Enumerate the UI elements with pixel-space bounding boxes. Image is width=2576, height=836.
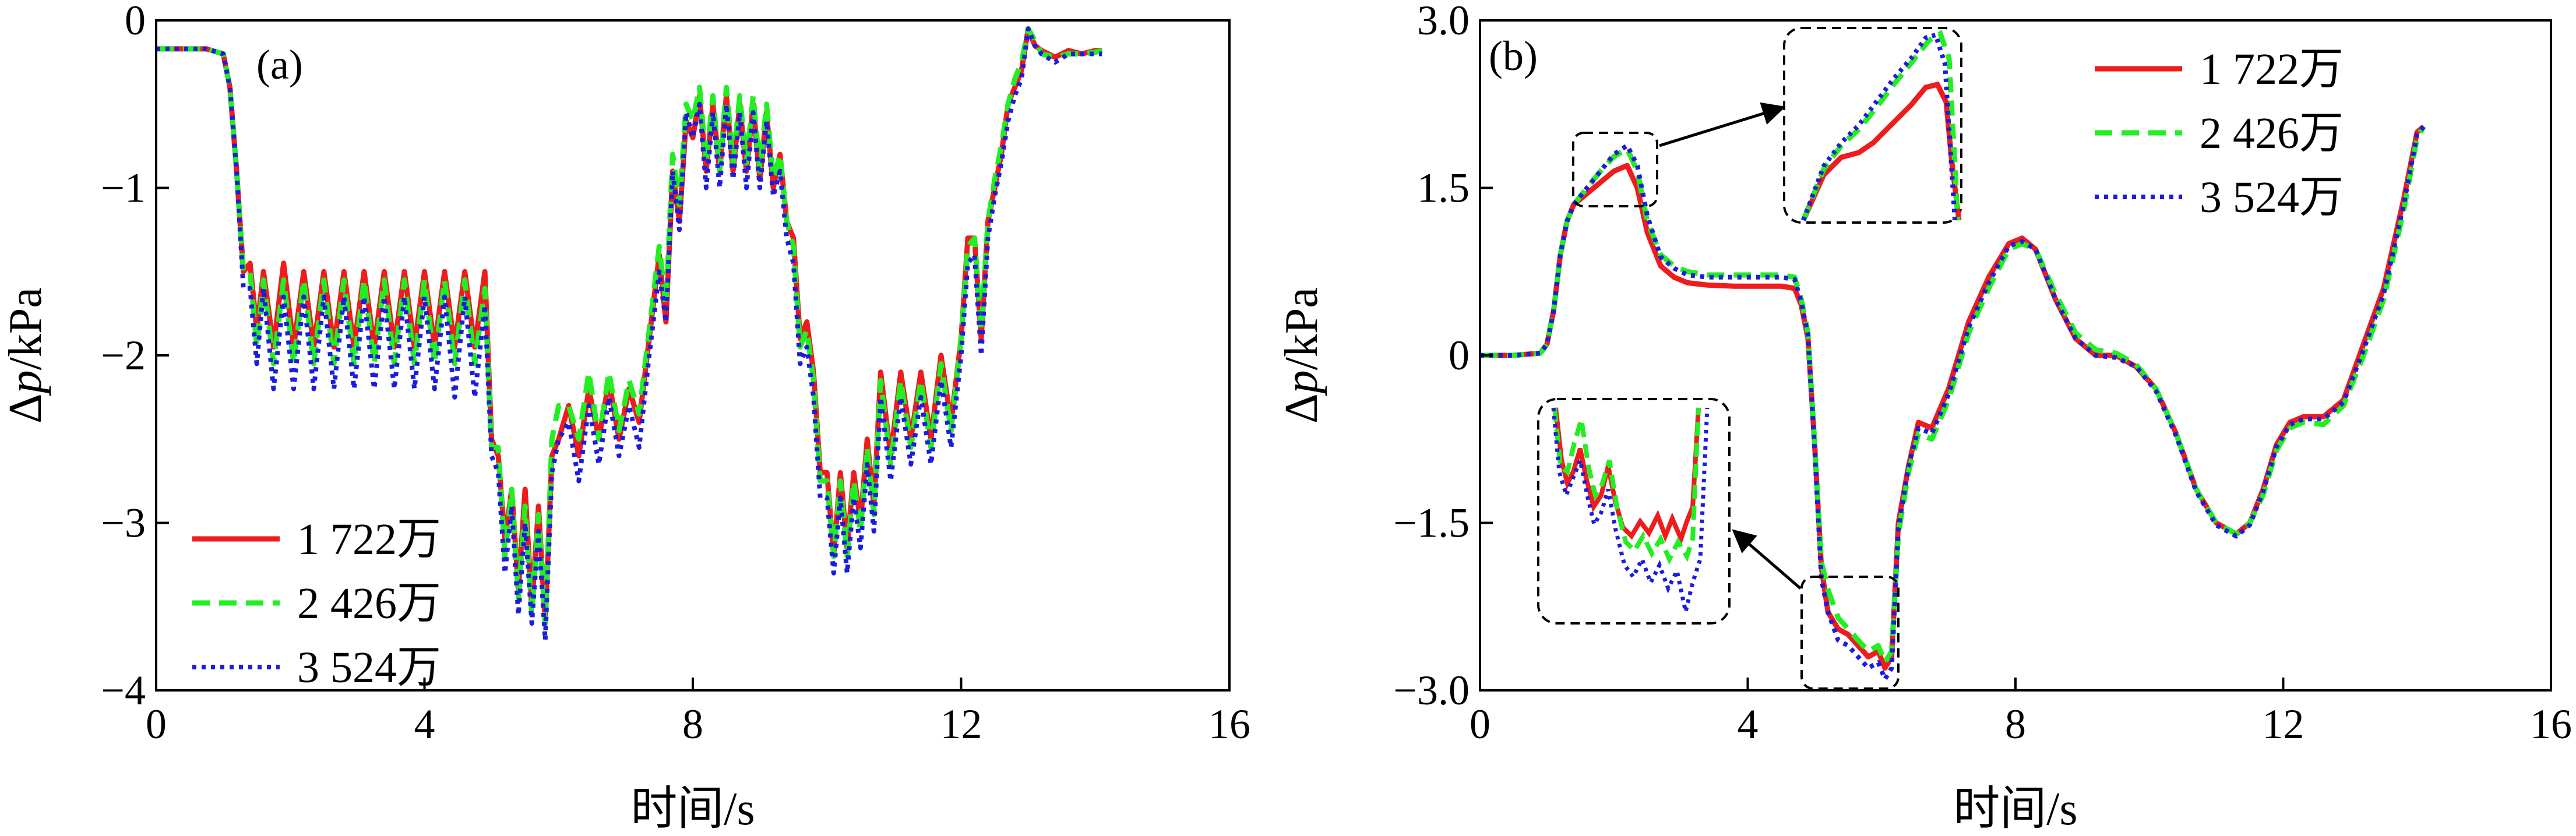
y-tick-label-a: −2 [101,332,146,379]
zoom-inset-box-upper [1783,27,1962,224]
y-label-var-b: p [1276,370,1327,396]
zoom-inset-curves-upper [1800,30,1962,221]
ticks-a: 0 4 8 12 16 −4 −3 −2 −1 0 [101,0,1250,747]
panel-label-a: (a) [256,41,303,88]
x-tick-label-b: 12 [2263,701,2304,747]
inset-upper-series-3 [1801,32,1957,221]
y-axis-label-a: Δp/kPa [0,287,51,424]
y-tick-label-a: 0 [125,0,146,44]
y-tick-label-a: −1 [101,165,146,211]
x-axis-label-b: 时间/s [1953,784,2077,835]
y-axis-label-b: Δp/kPa [1276,287,1327,424]
zoom-arrow-upper [1659,102,1786,147]
y-tick-label-b: −1.5 [1393,500,1470,546]
legend-label-a-3: 3 524万 [297,643,441,692]
plot-frame-b [1479,19,2552,692]
y-label-var-a: p [0,370,51,396]
chart-panel-b: 0 4 8 12 16 −3.0 −1.5 0 1.5 3.0 (b) 时间/s Δp/kPa 1… [1276,0,2572,835]
y-tick-label-b: −3.0 [1393,667,1470,714]
zoom-inset-curves-lower [1551,407,1710,612]
series-line-a-3 [156,26,1102,643]
y-tick-label-b: 0 [1449,332,1470,379]
x-tick-label-b: 0 [1470,701,1490,747]
panel-label-b: (b) [1489,33,1538,79]
y-label-delta-b: Δ [1276,393,1327,423]
x-tick-label-a: 4 [414,701,435,747]
x-tick-label-b: 4 [1738,701,1759,747]
y-label-delta-a: Δ [0,393,51,423]
series-layer-a [156,26,1103,643]
legend-label-a-1: 1 722万 [297,515,441,564]
zoom-insets-b [1537,27,1962,690]
x-tick-label-b: 8 [2005,701,2026,747]
x-tick-label-a: 12 [940,701,982,747]
y-tick-label-b: 1.5 [1417,165,1470,211]
inset-upper-series-2 [1800,30,1961,221]
zoom-inset-box-lower [1537,398,1731,625]
x-tick-label-a: 0 [146,701,167,747]
legend-b: 1 722万 2 426万 3 524万 [2095,45,2344,222]
zoom-arrow-lower [1732,529,1802,590]
x-axis-label-a: 时间/s [630,784,755,835]
zoom-source-box-upper [1572,132,1658,207]
zoom-source-box-lower [1800,576,1900,690]
y-label-unit-b: /kPa [1276,287,1327,370]
legend-label-a-2: 2 426万 [297,579,441,628]
series-layer-b [1480,124,2426,682]
legend-label-b-2: 2 426万 [2200,109,2344,158]
series-line-a-2 [156,26,1103,626]
legend-label-b-1: 1 722万 [2200,45,2344,94]
x-tick-label-a: 8 [682,701,703,747]
y-tick-label-a: −3 [101,500,146,546]
chart-panel-a: 0 4 8 12 16 −4 −3 −2 −1 0 (a) 时间/s Δp/kPa 1 722万 2… [0,0,1250,835]
ticks-b: 0 4 8 12 16 −3.0 −1.5 0 1.5 3.0 [1393,0,2572,747]
legend-label-b-3: 3 524万 [2200,173,2344,222]
series-line-b-3 [1480,125,2426,682]
inset-lower-series-3 [1551,407,1710,612]
x-tick-label-a: 16 [1208,701,1250,747]
inset-lower-series-2 [1552,407,1701,565]
x-tick-label-b: 16 [2530,701,2572,747]
y-tick-label-a: −4 [101,667,146,714]
legend-a: 1 722万 2 426万 3 524万 [192,515,441,692]
y-label-unit-a: /kPa [0,287,51,370]
y-tick-label-b: 3.0 [1417,0,1470,44]
